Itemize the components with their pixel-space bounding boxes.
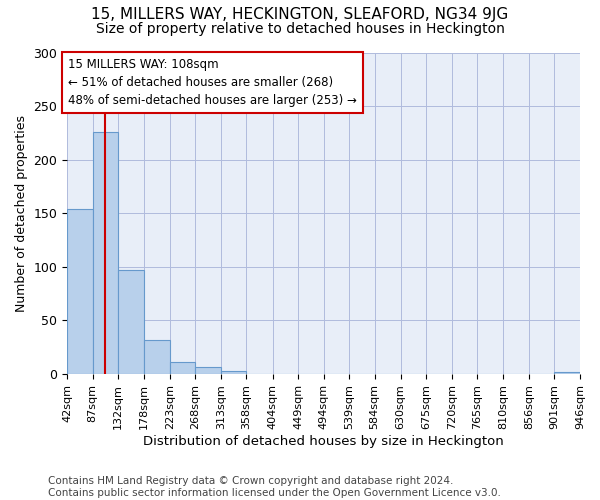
Bar	[118, 270, 144, 374]
Bar	[221, 371, 247, 374]
Y-axis label: Number of detached properties: Number of detached properties	[15, 115, 28, 312]
Text: 15, MILLERS WAY, HECKINGTON, SLEAFORD, NG34 9JG: 15, MILLERS WAY, HECKINGTON, SLEAFORD, N…	[91, 8, 509, 22]
X-axis label: Distribution of detached houses by size in Heckington: Distribution of detached houses by size …	[143, 434, 504, 448]
Bar	[554, 372, 580, 374]
Bar	[92, 132, 118, 374]
Text: Contains HM Land Registry data © Crown copyright and database right 2024.
Contai: Contains HM Land Registry data © Crown c…	[48, 476, 501, 498]
Bar	[145, 340, 170, 374]
Bar	[67, 209, 92, 374]
Text: 15 MILLERS WAY: 108sqm
← 51% of detached houses are smaller (268)
48% of semi-de: 15 MILLERS WAY: 108sqm ← 51% of detached…	[68, 58, 357, 107]
Bar	[170, 362, 196, 374]
Bar	[196, 366, 221, 374]
Text: Size of property relative to detached houses in Heckington: Size of property relative to detached ho…	[95, 22, 505, 36]
